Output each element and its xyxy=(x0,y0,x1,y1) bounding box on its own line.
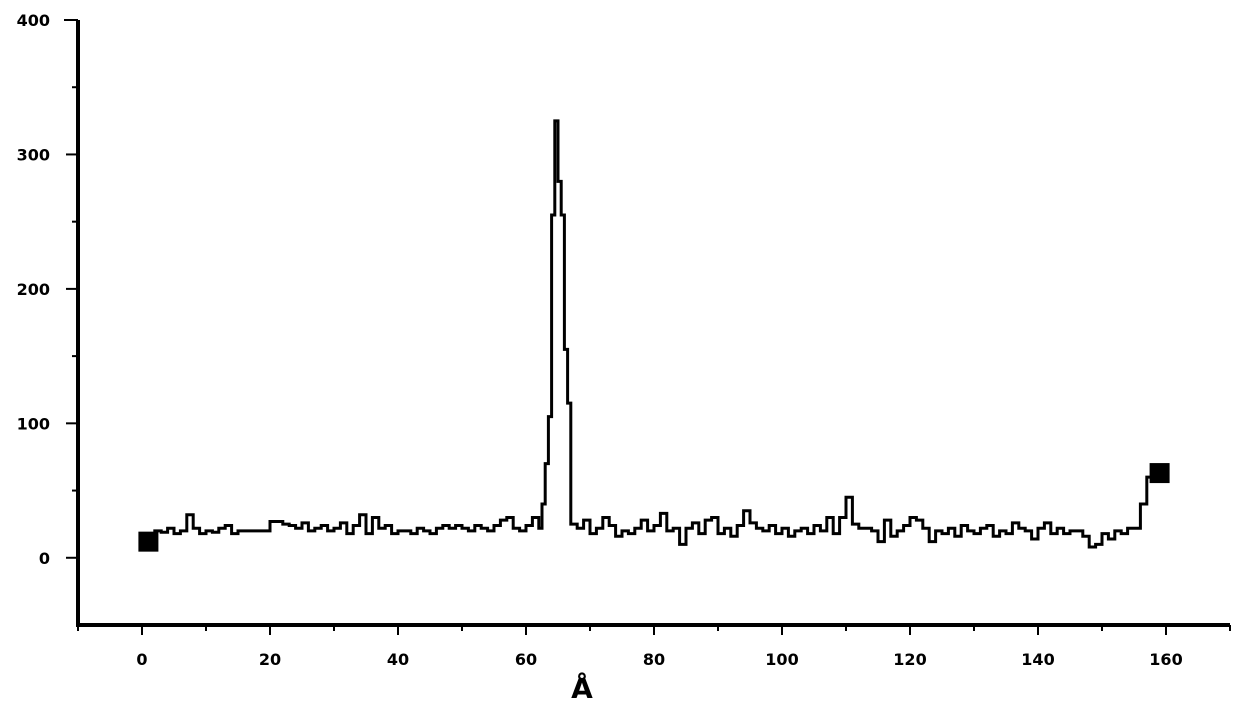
axes xyxy=(64,20,1230,627)
ticks: 0 100 200 300 400 0 20 40 60 80 100 120 140 160 xyxy=(17,11,1230,669)
y-tick-label: 400 xyxy=(17,11,50,30)
x-tick-label: 120 xyxy=(893,650,926,669)
x-tick-label: 20 xyxy=(259,650,281,669)
x-tick-label: 60 xyxy=(515,650,537,669)
markers xyxy=(138,463,1169,552)
x-tick-label: 140 xyxy=(1021,650,1054,669)
y-tick-label: 300 xyxy=(17,145,50,164)
x-tick-label: 40 xyxy=(387,650,409,669)
y-tick-label: 100 xyxy=(17,414,50,433)
y-tick-label: 200 xyxy=(17,280,50,299)
square-marker xyxy=(138,532,158,552)
x-tick-label: 0 xyxy=(136,650,147,669)
y-tick-label: 0 xyxy=(39,549,50,568)
x-axis-label: Å xyxy=(571,671,593,705)
line-chart: 0 100 200 300 400 0 20 40 60 80 100 120 140 160 Å xyxy=(0,0,1240,705)
x-tick-label: 160 xyxy=(1149,650,1182,669)
square-marker xyxy=(1150,463,1170,483)
series-line xyxy=(148,121,1159,547)
x-tick-label: 100 xyxy=(765,650,798,669)
x-tick-label: 80 xyxy=(643,650,665,669)
